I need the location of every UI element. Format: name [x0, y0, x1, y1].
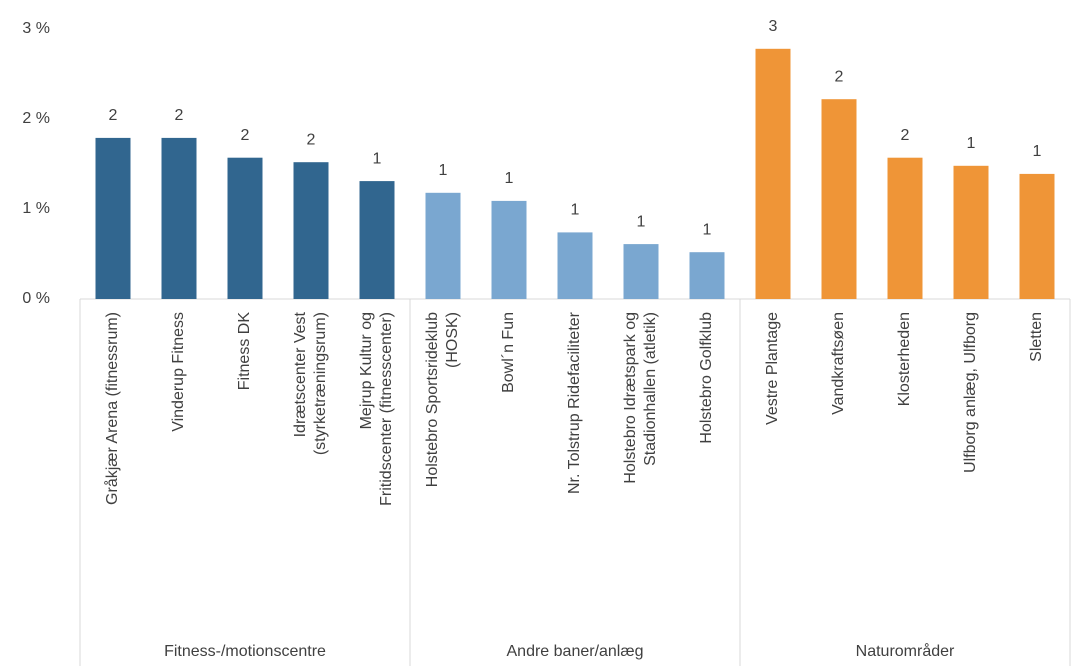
x-tick-label: Holstebro Golfklub	[698, 312, 715, 444]
y-tick-label: 3 %	[22, 20, 50, 37]
x-tick-label: Klosterheden	[896, 312, 913, 406]
bar	[689, 252, 725, 299]
bar	[293, 162, 329, 299]
bar	[227, 157, 263, 299]
x-tick-label: Nr. Tolstrup Ridefaciliteter	[566, 311, 583, 494]
x-tick-label: Vinderup Fitness	[170, 312, 187, 432]
data-label: 1	[637, 213, 646, 230]
data-label: 2	[835, 68, 844, 85]
data-label: 2	[901, 127, 910, 144]
data-label: 1	[505, 170, 514, 187]
bar	[491, 200, 527, 299]
bar	[95, 137, 131, 299]
bar	[1019, 173, 1055, 299]
data-label: 2	[307, 131, 316, 148]
y-tick-label: 2 %	[22, 110, 50, 127]
y-tick-label: 1 %	[22, 200, 50, 217]
x-tick-label: Holstebro Idrætspark og Stadionhallen (at…	[622, 312, 659, 484]
bar	[359, 181, 395, 299]
x-tick-label: Bowl´n Fun	[500, 312, 517, 393]
bar	[821, 99, 857, 299]
x-tick-label: Fitness DK	[236, 312, 253, 391]
data-label: 2	[175, 107, 184, 124]
group-label: Naturområder	[856, 642, 955, 660]
data-label: 1	[439, 162, 448, 179]
data-label: 1	[703, 221, 712, 238]
data-label: 2	[241, 127, 250, 144]
x-tick-label: Sletten	[1028, 312, 1045, 362]
x-tick-label: Holstebro Sportsrideklub (HOSK)	[424, 312, 461, 487]
group-label: Andre baner/anlæg	[507, 643, 644, 660]
data-label: 1	[1033, 143, 1042, 160]
data-label: 1	[373, 150, 382, 167]
bar	[755, 48, 791, 299]
data-label: 3	[769, 18, 778, 35]
x-tick-label: Mejrup Kultur og Fritidscenter (fitnessce…	[358, 312, 395, 506]
x-tick-label: Vestre Plantage	[764, 312, 781, 425]
x-tick-label: Idrætscenter Vest (styrketræningsrum)	[292, 311, 329, 455]
data-label: 1	[967, 135, 976, 152]
bar	[623, 244, 659, 299]
data-label: 2	[109, 107, 118, 124]
x-tick-label: Vandkraftsøen	[830, 312, 847, 415]
bar	[557, 232, 593, 299]
data-label: 1	[571, 202, 580, 219]
bar	[953, 165, 989, 299]
group-label: Fitness-/motionscentre	[164, 643, 326, 660]
bar	[887, 157, 923, 299]
bar	[425, 192, 461, 299]
x-tick-label: Ulfborg anlæg, Ulfborg	[962, 312, 979, 473]
bar	[161, 137, 197, 299]
x-tick-label: Gråkjær Arena (fitnessrum)	[103, 312, 121, 505]
y-tick-label: 0 %	[22, 290, 50, 307]
